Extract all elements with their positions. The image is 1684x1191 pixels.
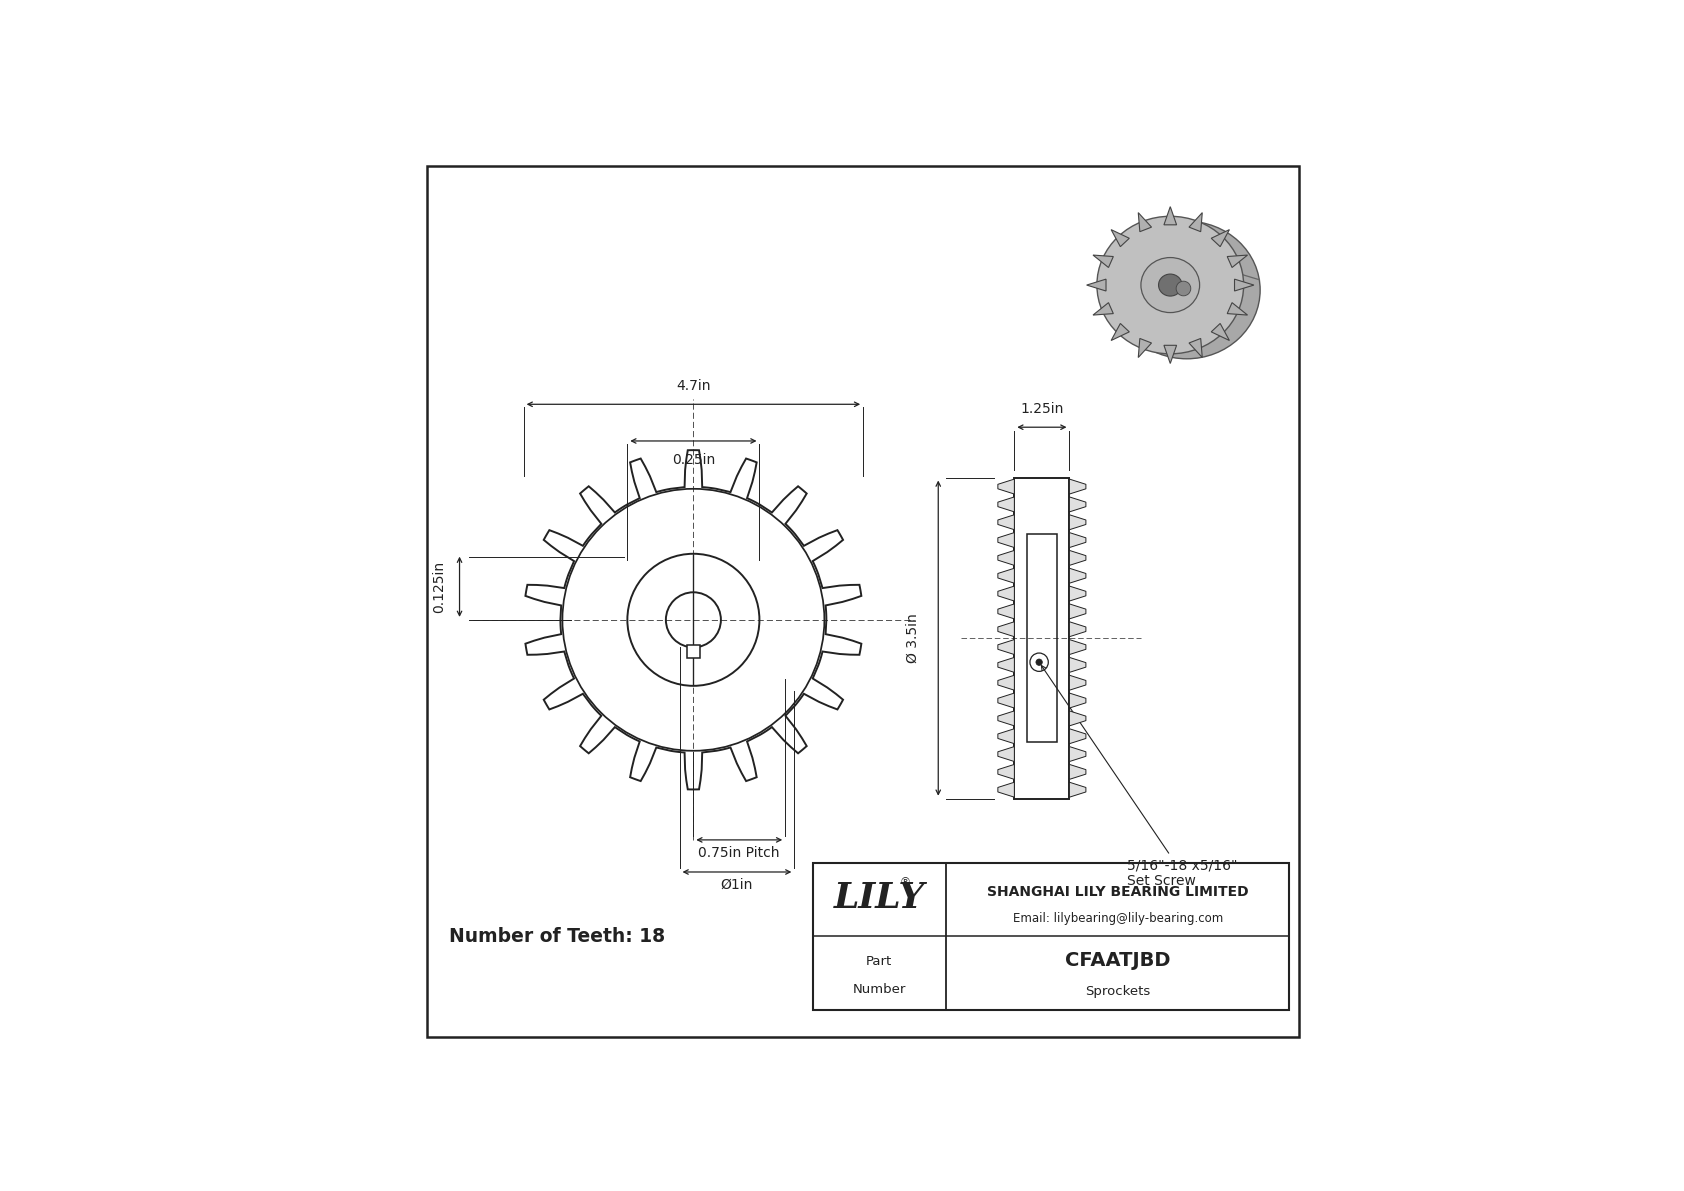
Polygon shape (1069, 711, 1086, 725)
Polygon shape (1069, 747, 1086, 761)
Polygon shape (999, 729, 1014, 743)
Text: 0.125in: 0.125in (433, 561, 446, 613)
Ellipse shape (1113, 222, 1260, 358)
Polygon shape (999, 568, 1014, 584)
Polygon shape (999, 550, 1014, 566)
Polygon shape (1069, 532, 1086, 548)
Text: Email: lilybearing@lily-bearing.com: Email: lilybearing@lily-bearing.com (1012, 912, 1223, 925)
Text: Number of Teeth: 18: Number of Teeth: 18 (448, 927, 665, 946)
Polygon shape (1069, 622, 1086, 637)
Polygon shape (1093, 303, 1113, 316)
Text: 1.25in: 1.25in (1021, 403, 1064, 416)
Circle shape (1175, 281, 1191, 295)
Polygon shape (999, 765, 1014, 779)
Polygon shape (999, 497, 1014, 512)
Text: Part: Part (866, 955, 893, 968)
Polygon shape (999, 693, 1014, 707)
Polygon shape (1069, 675, 1086, 691)
Polygon shape (1069, 586, 1086, 601)
Polygon shape (1069, 657, 1086, 673)
Bar (813, 862, 1290, 1010)
Ellipse shape (1159, 274, 1182, 297)
Polygon shape (999, 586, 1014, 601)
Text: ®: ® (899, 877, 911, 887)
Text: 0.25in: 0.25in (672, 453, 716, 467)
Text: Number: Number (852, 983, 906, 996)
Polygon shape (999, 622, 1014, 637)
Bar (1027, 534, 1058, 742)
Text: LILY: LILY (834, 881, 925, 915)
Polygon shape (1211, 324, 1229, 341)
Ellipse shape (1142, 257, 1199, 312)
Bar (1014, 478, 1069, 799)
Polygon shape (1211, 230, 1229, 247)
Polygon shape (1189, 213, 1202, 232)
Polygon shape (1111, 324, 1130, 341)
Polygon shape (1234, 279, 1255, 291)
Polygon shape (1069, 497, 1086, 512)
Text: Ø1in: Ø1in (721, 878, 753, 892)
Ellipse shape (1096, 217, 1244, 354)
Polygon shape (999, 675, 1014, 691)
Text: 5/16"-18 x5/16"
Set Screw: 5/16"-18 x5/16" Set Screw (1041, 666, 1238, 888)
Text: Sprockets: Sprockets (1084, 985, 1150, 998)
Polygon shape (1228, 255, 1248, 268)
Polygon shape (999, 711, 1014, 725)
Polygon shape (999, 532, 1014, 548)
Polygon shape (999, 515, 1014, 530)
Polygon shape (1164, 345, 1177, 363)
Polygon shape (1069, 640, 1086, 655)
Polygon shape (1069, 568, 1086, 584)
Bar (687, 646, 701, 659)
Polygon shape (1164, 207, 1177, 225)
Polygon shape (1228, 303, 1248, 316)
Polygon shape (1138, 213, 1152, 232)
Polygon shape (999, 657, 1014, 673)
Polygon shape (1086, 279, 1106, 291)
Polygon shape (999, 479, 1014, 494)
Text: Ø 3.5in: Ø 3.5in (906, 613, 919, 663)
Polygon shape (1069, 765, 1086, 779)
Text: 0.75in Pitch: 0.75in Pitch (699, 846, 780, 860)
Polygon shape (1069, 604, 1086, 619)
Polygon shape (999, 747, 1014, 761)
Polygon shape (1069, 515, 1086, 530)
Polygon shape (1138, 338, 1152, 357)
Text: CFAATJBD: CFAATJBD (1064, 950, 1170, 969)
Polygon shape (1069, 693, 1086, 707)
Polygon shape (1069, 550, 1086, 566)
Polygon shape (1111, 230, 1130, 247)
Text: 4.7in: 4.7in (677, 379, 711, 393)
Polygon shape (1093, 255, 1113, 268)
Polygon shape (1069, 479, 1086, 494)
Polygon shape (999, 640, 1014, 655)
Polygon shape (999, 782, 1014, 797)
Polygon shape (999, 604, 1014, 619)
Polygon shape (1069, 782, 1086, 797)
Text: SHANGHAI LILY BEARING LIMITED: SHANGHAI LILY BEARING LIMITED (987, 885, 1248, 899)
Circle shape (1036, 659, 1042, 666)
Polygon shape (1189, 338, 1202, 357)
Polygon shape (1069, 729, 1086, 743)
